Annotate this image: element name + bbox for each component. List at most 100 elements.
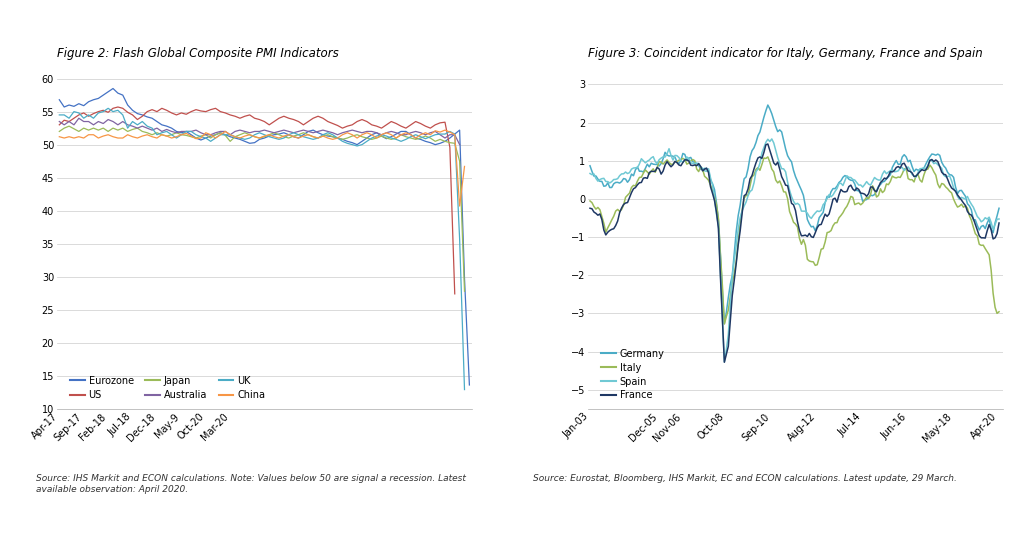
Australia <box>72 115 85 122</box>
Eurozone <box>107 85 119 92</box>
China <box>234 135 246 141</box>
Germany <box>854 190 866 197</box>
Australia <box>53 118 65 125</box>
Australia <box>297 127 309 134</box>
France <box>983 221 996 228</box>
UK <box>385 135 397 141</box>
Italy <box>719 320 731 327</box>
France <box>685 162 697 168</box>
Germany <box>584 162 597 169</box>
Italy <box>685 158 697 164</box>
Eurozone <box>53 96 65 103</box>
Spain <box>878 168 890 174</box>
Line: US: US <box>59 107 455 294</box>
Eurozone <box>200 135 212 141</box>
Eurozone <box>463 382 476 388</box>
Italy <box>983 252 996 258</box>
France <box>728 277 740 283</box>
US <box>366 122 378 128</box>
Spain <box>983 214 996 220</box>
UK <box>58 112 70 118</box>
China <box>78 135 90 141</box>
Text: Source: IHS Markit and ECON calculations. Note: Values below 50 are signal a rec: Source: IHS Markit and ECON calculations… <box>36 474 466 494</box>
UK <box>258 131 271 138</box>
Italy <box>993 308 1005 315</box>
Japan <box>83 127 95 134</box>
Japan <box>385 136 397 143</box>
Japan <box>458 288 470 294</box>
Spain <box>613 172 626 179</box>
Australia <box>454 141 466 148</box>
US <box>243 112 255 118</box>
China <box>454 203 466 209</box>
US <box>449 290 461 297</box>
Japan <box>58 125 70 131</box>
US <box>53 122 65 128</box>
Japan <box>239 130 251 136</box>
Germany <box>762 102 774 108</box>
Germany <box>983 215 996 222</box>
Eurozone <box>263 133 275 140</box>
UK <box>102 105 115 112</box>
Text: Source: Eurostat, Bloomberg, IHS Markit, EC and ECON calculations. Latest update: Source: Eurostat, Bloomberg, IHS Markit,… <box>533 474 956 483</box>
Italy <box>728 270 740 277</box>
UK <box>53 112 65 118</box>
Italy <box>762 154 774 160</box>
Line: Italy: Italy <box>590 157 999 324</box>
UK <box>366 135 378 141</box>
France <box>613 209 626 216</box>
Eurozone <box>444 135 456 141</box>
Line: Eurozone: Eurozone <box>59 88 469 385</box>
Spain <box>993 216 1005 222</box>
Text: Figure 2: Flash Global Composite PMI Indicators: Figure 2: Flash Global Composite PMI Ind… <box>57 47 338 60</box>
Japan <box>53 128 65 135</box>
China <box>458 163 470 169</box>
China <box>53 134 65 140</box>
Eurozone <box>180 128 192 135</box>
France <box>854 190 866 196</box>
UK <box>458 386 470 393</box>
Italy <box>584 198 597 204</box>
China <box>381 130 393 136</box>
Line: France: France <box>590 144 999 362</box>
China <box>58 135 70 141</box>
Line: Japan: Japan <box>59 126 464 291</box>
US <box>151 108 163 115</box>
US <box>375 125 388 131</box>
France <box>719 359 731 366</box>
Australia <box>346 127 359 134</box>
Germany <box>728 250 740 257</box>
France <box>762 141 774 147</box>
Spain <box>719 359 731 365</box>
France <box>878 175 890 181</box>
US <box>171 112 183 118</box>
Italy <box>613 208 626 215</box>
Australia <box>117 118 129 125</box>
Spain <box>685 160 697 166</box>
Australia <box>83 118 95 125</box>
Germany <box>613 180 626 186</box>
Australia <box>141 125 153 131</box>
China <box>253 135 266 141</box>
Legend: Germany, Italy, Spain, France: Germany, Italy, Spain, France <box>601 349 665 401</box>
Legend: Eurozone, US, Japan, Australia, UK, China: Eurozone, US, Japan, Australia, UK, Chin… <box>70 376 266 401</box>
France <box>993 220 1005 226</box>
Italy <box>854 202 866 208</box>
France <box>584 205 597 211</box>
Line: Spain: Spain <box>590 139 999 362</box>
Spain <box>728 257 740 264</box>
Eurozone <box>185 131 197 138</box>
Japan <box>258 134 271 140</box>
Germany <box>685 154 697 161</box>
US <box>165 110 178 116</box>
US <box>112 104 124 110</box>
China <box>438 127 451 134</box>
Spain <box>765 136 778 142</box>
Line: UK: UK <box>59 108 464 390</box>
Germany <box>993 205 1005 211</box>
Japan <box>366 136 378 143</box>
UK <box>78 115 90 122</box>
UK <box>239 136 251 143</box>
Japan <box>63 123 75 129</box>
Germany <box>878 178 890 185</box>
